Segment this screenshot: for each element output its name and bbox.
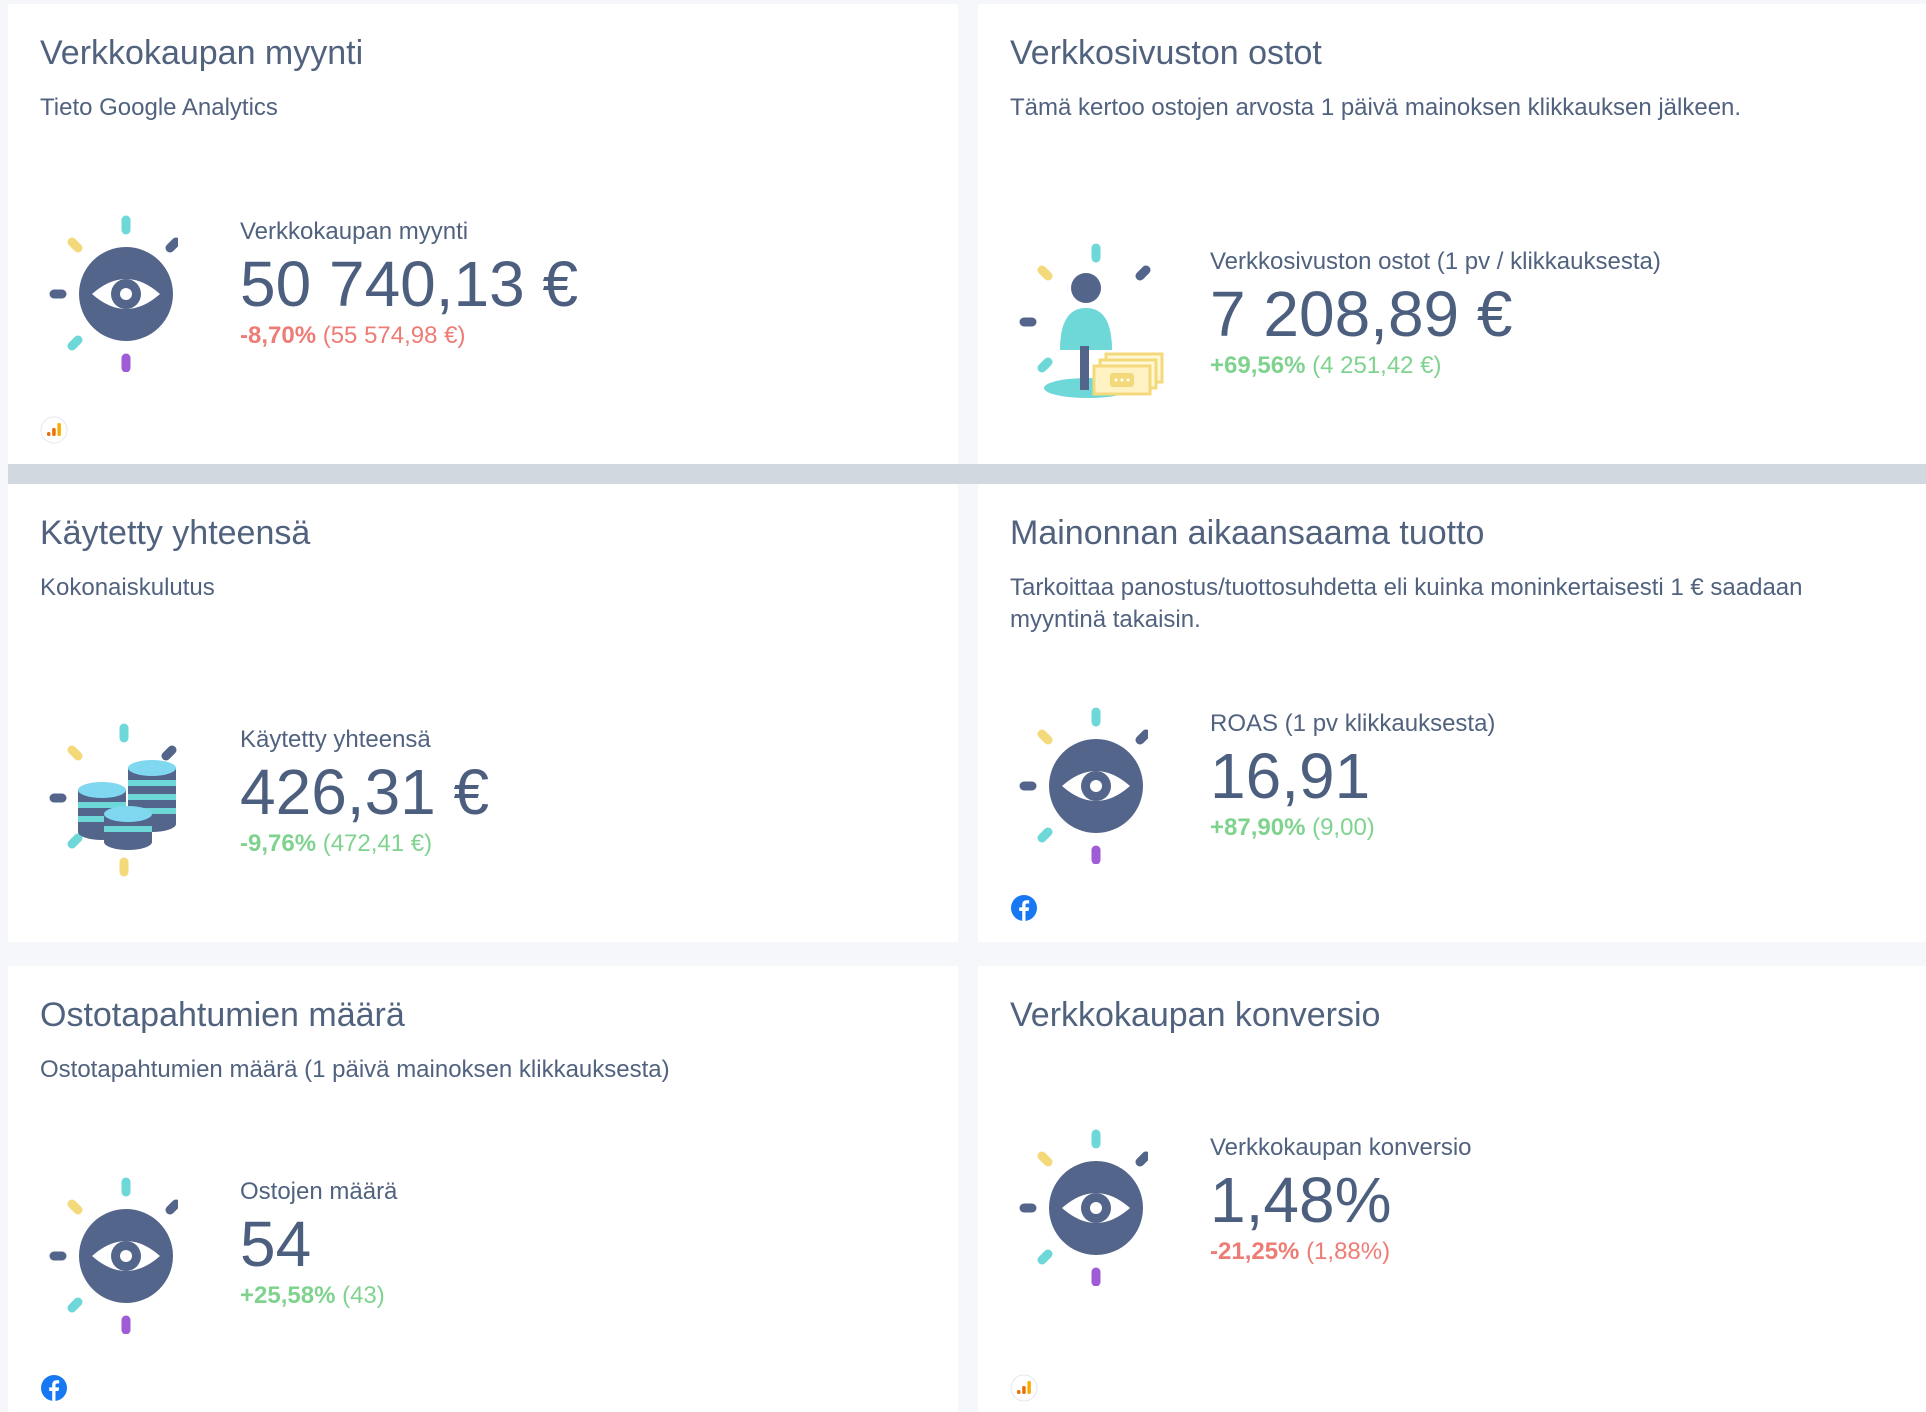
card-subtitle: Tämä kertoo ostojen arvosta 1 päivä main… bbox=[1010, 94, 1742, 121]
google-analytics-icon bbox=[1010, 1374, 1038, 1402]
card-title: Mainonnan aikaansaama tuotto bbox=[1010, 514, 1485, 552]
card-verkkokaupan-konversio: Verkkokaupan konversio Verkkokaupan konv… bbox=[978, 966, 1926, 1412]
card-title: Käytetty yhteensä bbox=[40, 514, 311, 552]
previous-value: (43) bbox=[342, 1282, 385, 1309]
metric-block: Verkkosivuston ostot (1 pv / klikkaukses… bbox=[1210, 248, 1661, 380]
metric-label: Käytetty yhteensä bbox=[240, 726, 431, 753]
previous-value: (472,41 €) bbox=[322, 830, 433, 857]
metric-value: 54 bbox=[240, 1208, 312, 1280]
metric-change: +87,90% (9,00) bbox=[1210, 814, 1495, 842]
eye-icon bbox=[1008, 704, 1148, 864]
metric-value: 50 740,13 € bbox=[240, 248, 579, 320]
person-money-icon bbox=[1008, 240, 1164, 400]
change-percent: -8,70% bbox=[240, 322, 317, 349]
previous-value: (1,88%) bbox=[1306, 1238, 1391, 1265]
metric-block: Verkkokaupan myynti 50 740,13 € -8,70% (… bbox=[240, 218, 578, 350]
card-title: Ostotapahtumien määrä bbox=[40, 996, 405, 1034]
metric-label: Verkkokaupan myynti bbox=[240, 218, 469, 245]
google-analytics-icon bbox=[40, 416, 68, 444]
facebook-icon bbox=[40, 1374, 68, 1402]
card-mainonnan-tuotto: Mainonnan aikaansaama tuotto Tarkoittaa … bbox=[978, 484, 1926, 942]
metric-value: 16,91 bbox=[1210, 740, 1371, 812]
previous-value: (55 574,98 €) bbox=[322, 322, 466, 349]
change-percent: -9,76% bbox=[240, 830, 317, 857]
previous-value: (4 251,42 €) bbox=[1312, 352, 1442, 379]
coins-icon bbox=[38, 720, 178, 880]
previous-value: (9,00) bbox=[1312, 814, 1375, 841]
metric-value: 1,48% bbox=[1210, 1164, 1392, 1236]
card-verkkokaupan-myynti: Verkkokaupan myynti Tieto Google Analyti… bbox=[8, 4, 958, 464]
card-ostotapahtumien-maara: Ostotapahtumien määrä Ostotapahtumien mä… bbox=[8, 966, 958, 1412]
card-title: Verkkokaupan konversio bbox=[1010, 996, 1381, 1034]
card-title: Verkkokaupan myynti bbox=[40, 34, 364, 72]
metric-block: ROAS (1 pv klikkauksesta) 16,91 +87,90% … bbox=[1210, 710, 1495, 842]
card-kaytetty-yhteensa: Käytetty yhteensä Kokonaiskulutus bbox=[8, 484, 958, 942]
change-percent: +87,90% bbox=[1210, 814, 1306, 841]
card-subtitle: Tarkoittaa panostus/tuottosuhdetta eli k… bbox=[1010, 574, 1803, 633]
metric-block: Verkkokaupan konversio 1,48% -21,25% (1,… bbox=[1210, 1134, 1472, 1266]
metric-change: +69,56% (4 251,42 €) bbox=[1210, 352, 1661, 380]
metric-change: -8,70% (55 574,98 €) bbox=[240, 322, 578, 350]
card-subtitle: Kokonaiskulutus bbox=[40, 574, 215, 601]
row-separator bbox=[8, 464, 1926, 484]
metric-label: Verkkokaupan konversio bbox=[1210, 1134, 1472, 1161]
metric-block: Käytetty yhteensä 426,31 € -9,76% (472,4… bbox=[240, 726, 489, 858]
metric-label: ROAS (1 pv klikkauksesta) bbox=[1210, 710, 1496, 737]
metric-value: 7 208,89 € bbox=[1210, 278, 1513, 350]
eye-icon bbox=[38, 212, 178, 372]
change-percent: -21,25% bbox=[1210, 1238, 1300, 1265]
metric-change: -9,76% (472,41 €) bbox=[240, 830, 489, 858]
card-title: Verkkosivuston ostot bbox=[1010, 34, 1322, 72]
metric-block: Ostojen määrä 54 +25,58% (43) bbox=[240, 1178, 397, 1310]
card-subtitle: Tieto Google Analytics bbox=[40, 94, 278, 121]
metric-change: -21,25% (1,88%) bbox=[1210, 1238, 1472, 1266]
metric-change: +25,58% (43) bbox=[240, 1282, 397, 1310]
metric-value: 426,31 € bbox=[240, 756, 490, 828]
metric-label: Verkkosivuston ostot (1 pv / klikkaukses… bbox=[1210, 248, 1661, 275]
change-percent: +69,56% bbox=[1210, 352, 1306, 379]
change-percent: +25,58% bbox=[240, 1282, 336, 1309]
eye-icon bbox=[1008, 1126, 1148, 1286]
eye-icon bbox=[38, 1174, 178, 1334]
facebook-icon bbox=[1010, 894, 1038, 922]
metric-label: Ostojen määrä bbox=[240, 1178, 398, 1205]
card-verkkosivuston-ostot: Verkkosivuston ostot Tämä kertoo ostojen… bbox=[978, 4, 1926, 464]
card-subtitle: Ostotapahtumien määrä (1 päivä mainoksen… bbox=[40, 1056, 670, 1083]
